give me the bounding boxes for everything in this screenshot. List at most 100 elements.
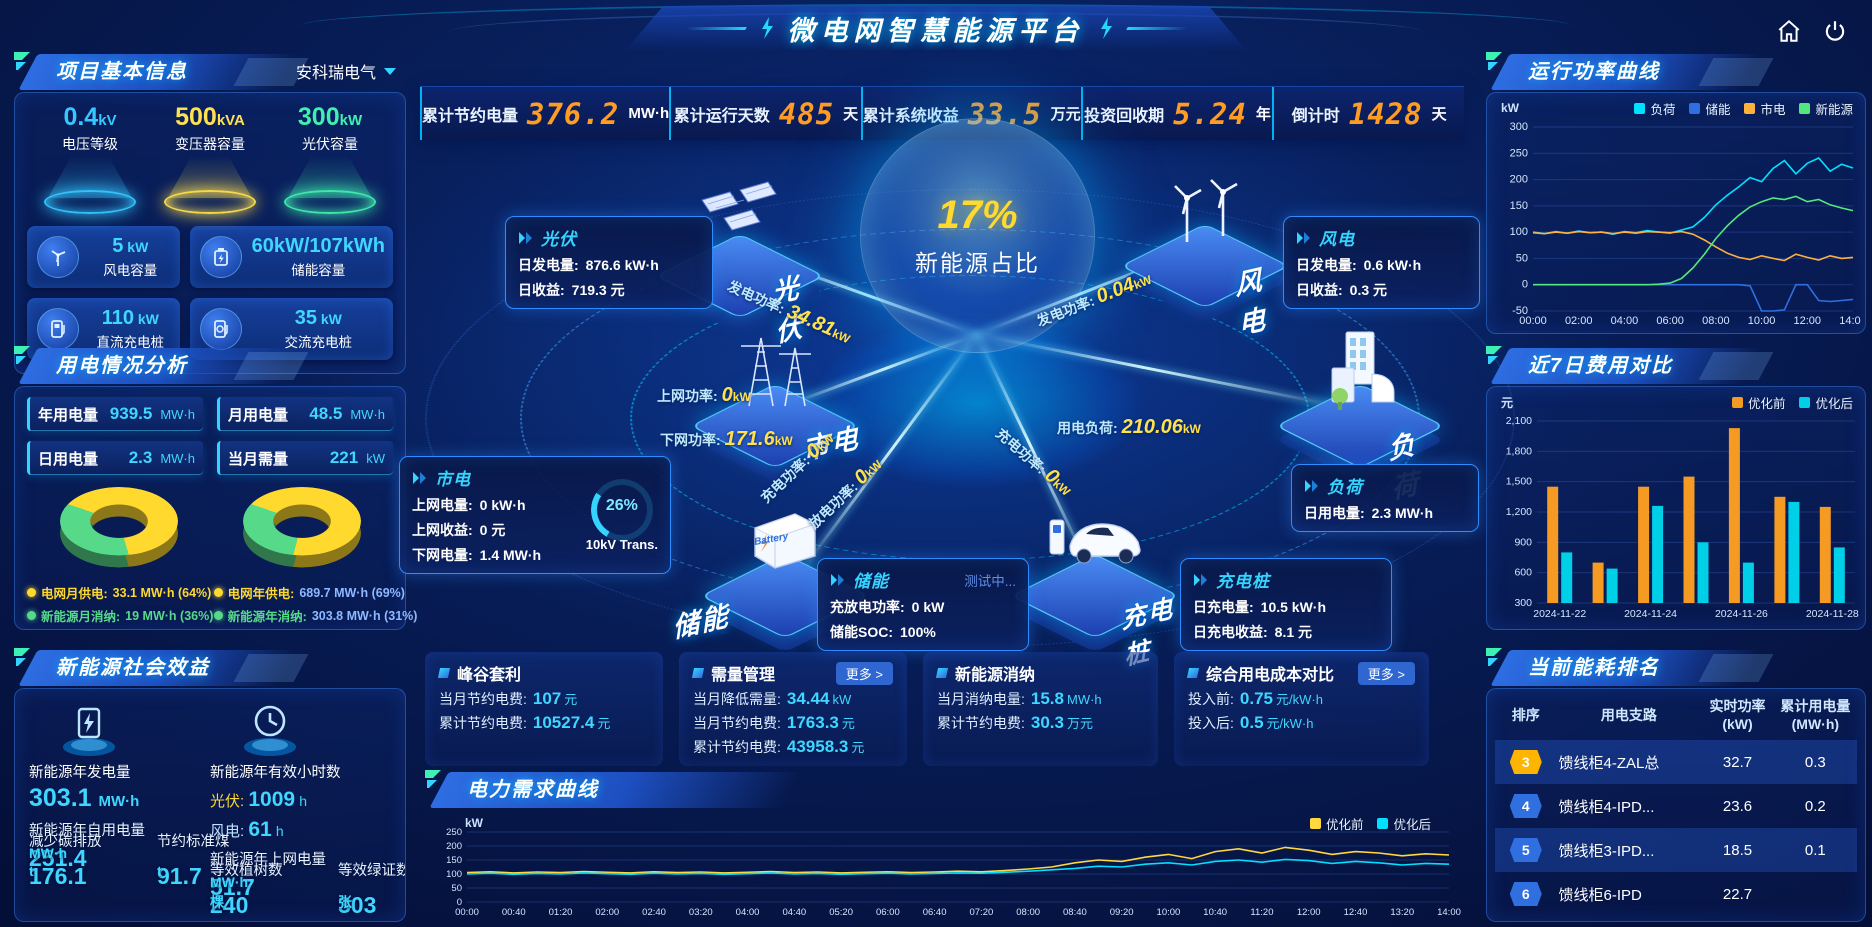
energy-flow-diagram: 17% 新能源占比 光伏 风电 xyxy=(399,88,1515,671)
tooltip-row: 上网电量: 0 kW·h xyxy=(412,495,562,515)
power-towers-icon xyxy=(741,337,811,407)
benefit-row-label: 累计节约电费: xyxy=(937,715,1025,731)
chevron-down-icon xyxy=(384,67,396,75)
table-row[interactable]: 5 馈线柜3-IPD... 18.5 0.1 xyxy=(1495,828,1857,872)
chevron-right-icon xyxy=(519,231,532,244)
benefit-card: 需量管理 更多 > 当月降低需量: 34.44 kW 当月节约电费: 1763.3 元累计节约… xyxy=(679,652,907,766)
carbon-label: 减少碳排放 xyxy=(29,834,102,850)
transformer-load-value: 26% xyxy=(605,497,638,514)
benefit-row-unit: 元/kW·h xyxy=(1266,716,1314,731)
cumulative-energy: 0.1 xyxy=(1804,841,1826,859)
corner-flag-icon xyxy=(1486,648,1502,666)
kpi-value: 485 xyxy=(778,96,835,131)
node-storage[interactable]: Battery 储能 xyxy=(672,508,870,653)
svg-text:1,200: 1,200 xyxy=(1506,506,1532,518)
legend-swatch xyxy=(1377,818,1389,829)
tooltip-title: 风电 xyxy=(1319,230,1355,249)
carbon-value: 176.1 xyxy=(29,863,87,889)
svg-text:11:20: 11:20 xyxy=(1250,907,1273,918)
svg-text:01:20: 01:20 xyxy=(549,907,573,918)
tooltip-row-value: 2.3 MW·h xyxy=(1371,505,1434,521)
realtime-power: 18.5 xyxy=(1722,841,1753,859)
kpi-label: 投资回收期 xyxy=(1084,107,1165,125)
tooltip-row-value: 0 元 xyxy=(479,522,506,538)
panel-title: 电力需求曲线 xyxy=(467,779,599,801)
company-select[interactable]: 安科瑞电气 xyxy=(296,59,396,83)
node-charger[interactable]: 充电桩 xyxy=(1010,508,1180,671)
tooltip-row-value: 8.1 元 xyxy=(1274,624,1313,640)
donut-legends: 电网月供电: 33.1 MW·h (64%) 新能源月消纳: 19 MW·h (3… xyxy=(27,579,417,625)
ranking-column-header: 累计用电量 (MW·h) xyxy=(1780,698,1851,732)
cost-compare-legend: 优化前 优化后 xyxy=(1731,393,1853,412)
svg-text:06:00: 06:00 xyxy=(1656,315,1684,327)
legend-value: 689.7 MW·h (69%) xyxy=(299,585,405,600)
tooltip-load: 负荷 日用电量: 2.3 MW·h xyxy=(1291,464,1479,532)
benefit-row-label: 累计节约电费: xyxy=(693,739,781,755)
table-row[interactable]: 4 馈线柜4-IPD... 23.6 0.2 xyxy=(1495,784,1857,828)
effective-hours-clock-icon xyxy=(244,705,296,756)
title-wing-left xyxy=(684,26,747,30)
benefit-row-label: 当月节约电费: xyxy=(439,691,527,707)
legend-item: 优化前 xyxy=(1309,814,1363,833)
tooltip-row-label: 日收益: xyxy=(1296,282,1343,298)
benefit-row-label: 当月节约电费: xyxy=(693,715,781,731)
pv-hours-value: 1009 xyxy=(248,788,296,811)
corner-flag-icon xyxy=(1486,52,1502,70)
kpi-unit: MW·h xyxy=(628,105,670,122)
kpi-item: 投资回收期 5.24 年 xyxy=(1080,87,1273,140)
more-button[interactable]: 更多 > xyxy=(1357,661,1415,685)
tile-value: 110 kW xyxy=(101,307,159,329)
self-use-value: 251.4 xyxy=(29,845,87,871)
svg-text:0: 0 xyxy=(457,897,462,908)
corner-flag-icon xyxy=(1486,346,1502,364)
table-row[interactable]: 6 馈线柜6-IPD 22.7 xyxy=(1495,872,1857,916)
benefit-row-value: 107 xyxy=(532,689,562,708)
legend-value: 19 MW·h (36%) xyxy=(125,608,214,623)
more-button[interactable]: 更多 > xyxy=(835,661,893,685)
usage-stat-chip: 当月需量 221 kW xyxy=(217,441,393,475)
self-use-label: 新能源年自用电量 xyxy=(29,823,145,839)
kpi-label: 倒计时 xyxy=(1291,107,1340,125)
legend-value: 33.1 MW·h (64%) xyxy=(112,585,212,600)
chip-value: 939.5 xyxy=(109,404,153,423)
tooltip-row-value: 0.3 元 xyxy=(1349,282,1388,298)
node-wind[interactable]: 风电 xyxy=(1120,178,1290,340)
power-button[interactable] xyxy=(1818,14,1852,48)
lightning-icon xyxy=(761,17,773,39)
kpi-unit: 天 xyxy=(1431,106,1447,123)
legend-name: 优化后 xyxy=(1815,396,1853,411)
node-grid[interactable]: 市电 xyxy=(690,337,861,483)
tooltip-row: 日充电收益: 8.1 元 xyxy=(1193,622,1379,642)
tile-label: 直流充电桩 xyxy=(96,335,165,350)
building-icon xyxy=(1331,331,1395,410)
app-header: 微电网智慧能源平台 xyxy=(0,0,1872,54)
legend-item: 电网年供电: 689.7 MW·h (69%) xyxy=(213,583,405,602)
svg-text:300: 300 xyxy=(1514,597,1532,609)
benefit-row-unit: 元 xyxy=(564,692,578,707)
legend-dot xyxy=(27,611,36,620)
tooltip-charger: 充电桩 日充电量: 10.5 kW·h 日充电收益: 8.1 元 xyxy=(1180,558,1392,651)
panel-cost-compare: 近7日费用对比 元 优化前 优化后 2,100 1,800 1,500 1,200 900… xyxy=(1486,346,1866,630)
node-pv[interactable]: 光伏 xyxy=(655,181,825,348)
kpi-label: 累计节约电量 xyxy=(422,107,519,125)
legend-dot xyxy=(213,588,223,597)
chevron-right-icon xyxy=(1194,573,1207,586)
cone-base-ring xyxy=(284,190,376,214)
node-load[interactable]: 负荷 xyxy=(1275,331,1445,505)
benefit-row-unit: MW·h xyxy=(1066,692,1102,707)
wind-hours-label: 风电: xyxy=(210,823,245,840)
kpi-value: 5.24 xyxy=(1173,96,1247,131)
svg-text:03:20: 03:20 xyxy=(689,907,713,918)
tile-label: 储能容量 xyxy=(291,263,346,278)
tile-text: 5 kW 风电容量 xyxy=(89,235,172,279)
svg-text:00:00: 00:00 xyxy=(455,907,479,918)
table-row[interactable]: 3 馈线柜4-ZAL总 32.7 0.3 xyxy=(1495,740,1857,784)
panel-title: 新能源社会效益 xyxy=(56,657,210,679)
renewable-share-label: 新能源占比 xyxy=(915,250,1040,276)
pv-generation-icon xyxy=(63,707,115,756)
home-button[interactable] xyxy=(1772,14,1806,48)
renewable-share-sphere: 17% 新能源占比 xyxy=(860,118,1095,353)
tooltip-grid: 市电 上网电量: 0 kW·h 上网收益: 0 元下网电量: 1.4 MW·h 26% 1… xyxy=(399,456,671,574)
tooltip-row-label: 日发电量: xyxy=(1296,257,1357,273)
run-power-chart: 300 250 200 150 100 50 0 -50 00:00 02:00 04:00 06:0… xyxy=(1491,117,1867,340)
